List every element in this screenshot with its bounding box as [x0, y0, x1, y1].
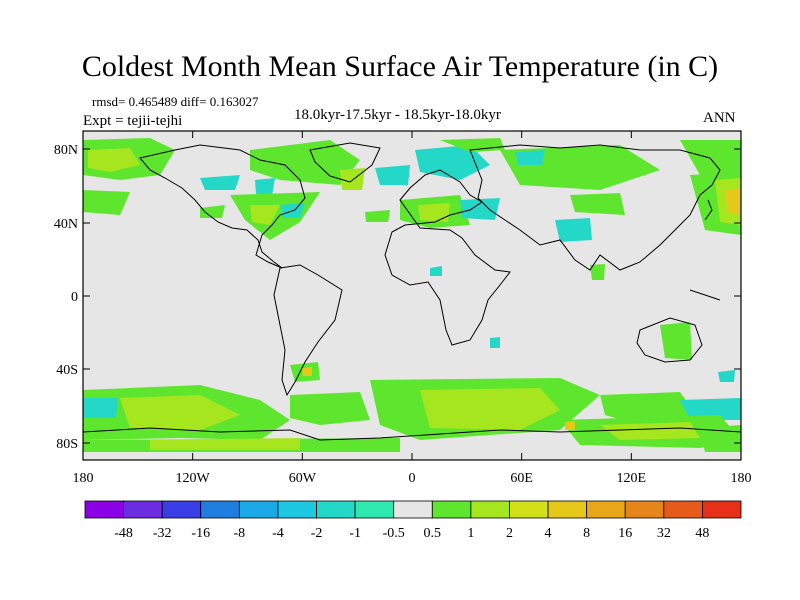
- colorbar-swatch: [277, 500, 317, 519]
- lat-label: 40N: [54, 217, 78, 232]
- anomaly-patch: [555, 218, 592, 242]
- colorbar-label: -2: [311, 526, 323, 541]
- colorbar-swatch: [123, 500, 163, 519]
- anomaly-patch: [490, 337, 500, 348]
- map-title: Coldest Month Mean Surface Air Temperatu…: [81, 50, 719, 83]
- colorbar-label: -8: [234, 526, 246, 541]
- anomaly-patch: [570, 193, 625, 215]
- anomaly-patch: [418, 203, 450, 222]
- colorbar-label: -4: [272, 526, 284, 541]
- anomaly-patch: [725, 188, 741, 215]
- lon-label: 0: [409, 471, 416, 486]
- lon-label: 180: [731, 471, 752, 486]
- colorbar-swatch: [547, 500, 588, 519]
- lon-label: 120W: [176, 471, 211, 486]
- colorbar-swatch: [161, 500, 202, 519]
- colorbar-label: 0.5: [424, 526, 442, 541]
- anomaly-patch: [700, 425, 741, 452]
- colorbar-swatch: [431, 500, 472, 519]
- colorbar-label: -0.5: [383, 526, 405, 541]
- colorbar-label: 4: [545, 526, 552, 541]
- lat-label: 0: [71, 290, 78, 305]
- period-label: 18.0kyr-17.5kyr - 18.5kyr-18.0kyr: [294, 107, 501, 123]
- lon-label: 120E: [617, 471, 647, 486]
- anomaly-patch: [565, 421, 575, 430]
- colorbar-label: -48: [114, 526, 133, 541]
- colorbar-swatch: [663, 500, 703, 519]
- colorbar-label: 1: [467, 526, 474, 541]
- colorbar-label: 8: [583, 526, 590, 541]
- colorbar-label: -1: [349, 526, 361, 541]
- coastlines: [83, 142, 741, 441]
- colorbar-swatch: [316, 500, 356, 519]
- experiment-label: Expt = tejii-tejhi: [83, 113, 183, 129]
- anomaly-patch: [200, 175, 240, 190]
- colorbar-swatch: [393, 500, 433, 519]
- lon-label: 180: [73, 471, 94, 486]
- colorbar-swatch: [702, 500, 742, 519]
- lon-label: 60W: [289, 471, 317, 486]
- anomaly-patch: [250, 140, 360, 185]
- stats-text: rmsd= 0.465489 diff= 0.163027: [92, 94, 259, 109]
- anomaly-patch: [255, 178, 275, 196]
- season-label: ANN: [703, 110, 736, 126]
- lat-label: 40S: [56, 363, 78, 378]
- anomaly-patch: [340, 168, 365, 190]
- anomaly-patch: [375, 165, 410, 185]
- anomaly-patch: [150, 438, 300, 450]
- anomaly-patch: [120, 395, 240, 430]
- colorbar-label: 32: [657, 526, 671, 541]
- anomaly-patch: [430, 266, 442, 276]
- colorbar-swatch: [624, 500, 665, 519]
- colorbar-label: -16: [191, 526, 210, 541]
- anomaly-patch: [290, 392, 370, 425]
- anomaly-patch: [660, 322, 692, 360]
- colorbar-label: 16: [618, 526, 632, 541]
- anomaly-patch: [88, 148, 140, 172]
- anomaly-patch: [83, 398, 118, 418]
- anomaly-patch: [590, 264, 605, 280]
- colorbar-swatch: [470, 500, 510, 519]
- anomaly-patch: [250, 205, 280, 225]
- anomaly-patch: [680, 398, 741, 420]
- colorbar-label: -32: [153, 526, 172, 541]
- colorbar-swatch: [84, 500, 124, 519]
- colorbar-swatch: [354, 500, 395, 519]
- map-axes: 80N 40N 0 40S 80S 180 120W 60W 0 60E 120E 180: [54, 131, 752, 486]
- colorbar: -48 -32 -16 -8 -4 -2 -1 -0.5 0.5 1 2 4 8 16 32 48: [84, 500, 742, 541]
- colorbar-swatch: [586, 500, 626, 519]
- anomaly-patch: [420, 388, 560, 430]
- anomaly-patch: [302, 367, 312, 376]
- colorbar-swatch: [238, 500, 279, 519]
- lat-label: 80S: [56, 437, 78, 452]
- lat-label: 80N: [54, 143, 78, 158]
- colorbar-swatch: [509, 500, 549, 519]
- colorbar-label: 48: [695, 526, 709, 541]
- anomaly-patch: [200, 205, 225, 218]
- anomaly-patch: [515, 150, 545, 165]
- anomaly-patch: [83, 190, 130, 215]
- anomaly-patch: [365, 210, 390, 222]
- anomaly-patch: [718, 370, 735, 382]
- lon-label: 60E: [510, 471, 533, 486]
- anomaly-patch: [600, 422, 700, 440]
- anomaly-patch: [460, 198, 500, 220]
- colorbar-label: 2: [506, 526, 513, 541]
- colorbar-swatch: [200, 500, 240, 519]
